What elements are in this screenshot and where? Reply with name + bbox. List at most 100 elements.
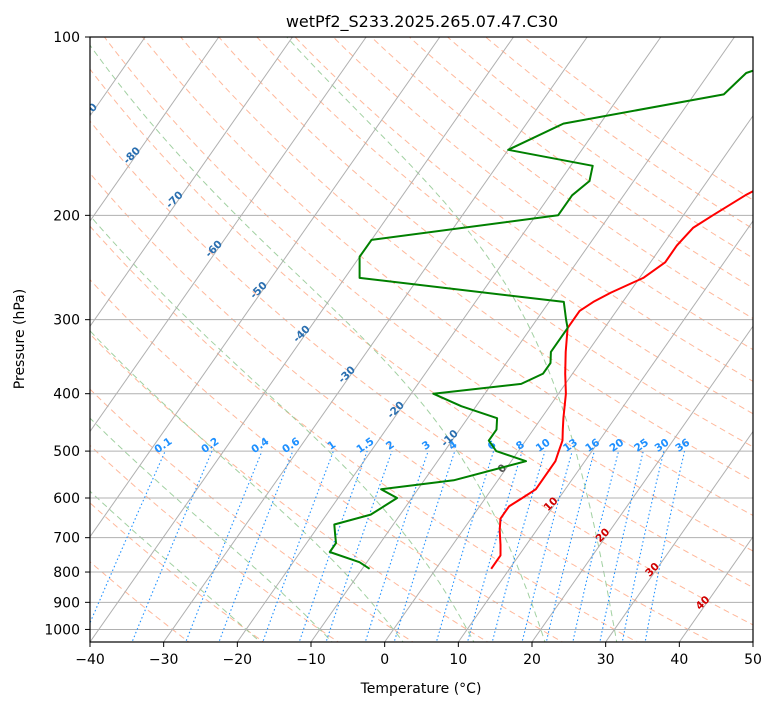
axis-ticks: −40 −30 −20 −10 0 10 20 30 40 50 100 200 300 400 500 60… bbox=[44, 30, 762, 668]
x-tick-label: 0 bbox=[380, 652, 389, 668]
y-tick-label: 100 bbox=[53, 30, 80, 46]
wetbulb-label: 30 bbox=[643, 560, 662, 579]
plot-area: 0.1 0.2 0.4 0.6 1 1.5 2 3 4 6 8 10 13 16 20 25 30 36-100-… bbox=[0, 37, 753, 642]
isotherm-gridline bbox=[163, 37, 588, 642]
theta-e-label: -50 bbox=[248, 279, 270, 301]
dry-adiabat bbox=[90, 68, 753, 589]
mixing-ratio-label: 0.1 bbox=[152, 435, 174, 456]
dry-adiabat bbox=[180, 37, 753, 482]
moist-adiabat bbox=[90, 214, 475, 642]
x-tick-label: 30 bbox=[597, 652, 615, 668]
theta-e-label: -80 bbox=[121, 145, 143, 167]
dry-adiabat bbox=[90, 444, 340, 642]
y-tick-label: 800 bbox=[53, 565, 80, 581]
mixing-ratio-line bbox=[298, 450, 368, 642]
isotherm-gridline bbox=[310, 37, 735, 642]
x-tick-label: −40 bbox=[75, 652, 105, 668]
moist-adiabat bbox=[90, 44, 546, 642]
isotherm-gridline bbox=[90, 37, 441, 538]
x-tick-label: 40 bbox=[670, 652, 688, 668]
isotherm-gridline bbox=[90, 37, 293, 328]
mixing-ratio-line bbox=[644, 450, 686, 642]
x-tick-label: 10 bbox=[449, 652, 467, 668]
y-tick-label: 400 bbox=[53, 387, 80, 403]
isotherm-gridline bbox=[678, 535, 753, 642]
dry-adiabat bbox=[408, 37, 753, 289]
y-tick-label: 300 bbox=[53, 313, 80, 329]
theta-e-label: -40 bbox=[291, 323, 313, 345]
plot-frame bbox=[89, 36, 754, 643]
theta-e-label: -70 bbox=[164, 189, 186, 211]
mixing-ratio-label: 10 bbox=[534, 437, 553, 455]
y-tick-label: 500 bbox=[53, 444, 80, 460]
mixing-ratio-line bbox=[521, 450, 573, 642]
isotherm-gridline bbox=[752, 641, 753, 642]
isotherm-gridline bbox=[0, 37, 72, 642]
theta-e-label: -30 bbox=[336, 364, 358, 386]
mixing-ratio-label: 1.5 bbox=[354, 435, 376, 456]
mixing-ratio-line bbox=[185, 450, 263, 642]
dewpoint-profile bbox=[328, 69, 753, 570]
theta-e-label: -100 bbox=[31, 57, 58, 84]
dry-adiabat bbox=[90, 388, 414, 642]
isotherm-gridline bbox=[531, 325, 753, 642]
mixing-ratio-label: 13 bbox=[561, 437, 580, 455]
isotherm-gridline bbox=[90, 37, 514, 642]
mixing-ratio-label: 20 bbox=[607, 437, 626, 455]
mixing-ratio-line bbox=[545, 450, 595, 642]
mixing-ratio-label: 30 bbox=[653, 437, 672, 455]
y-tick-label: 600 bbox=[53, 491, 80, 507]
mixing-ratio-label: 16 bbox=[583, 437, 602, 455]
x-tick-label: −20 bbox=[223, 652, 253, 668]
y-tick-label: 200 bbox=[53, 208, 80, 224]
mixing-ratio-line bbox=[364, 450, 429, 642]
mixing-ratio-line bbox=[491, 450, 546, 642]
isotherm-gridline bbox=[90, 37, 220, 222]
dry-adiabat bbox=[294, 37, 753, 382]
mixing-ratio-label: 36 bbox=[673, 437, 692, 455]
dry-adiabat bbox=[523, 37, 753, 201]
dry-adiabat bbox=[256, 37, 753, 415]
x-tick-label: −30 bbox=[149, 652, 179, 668]
mixing-ratio-line bbox=[393, 450, 456, 642]
moist-adiabat bbox=[90, 490, 261, 642]
theta-e-label: -20 bbox=[385, 399, 407, 421]
mixing-ratio-label: 0.6 bbox=[280, 435, 302, 456]
dry-adiabat bbox=[90, 278, 564, 642]
mixing-ratio-line bbox=[325, 450, 393, 642]
x-tick-label: 50 bbox=[744, 652, 762, 668]
y-tick-label: 700 bbox=[53, 531, 80, 547]
theta-e-label: -60 bbox=[203, 238, 225, 260]
isotherm-gridline bbox=[236, 37, 662, 642]
mixing-ratio-line bbox=[621, 450, 665, 642]
mixing-ratio-label: 3 bbox=[420, 439, 433, 453]
y-tick-label: 900 bbox=[53, 595, 80, 611]
temperature-profile bbox=[490, 190, 753, 570]
wetbulb-label: 40 bbox=[694, 594, 713, 613]
mixing-ratio-line bbox=[218, 450, 294, 642]
mixing-ratio-line bbox=[435, 450, 495, 642]
mixing-ratio-line bbox=[131, 450, 213, 642]
y-tick-label: 1000 bbox=[44, 622, 80, 638]
mixing-ratio-label: 0.4 bbox=[249, 435, 271, 456]
isotherm-gridline bbox=[605, 430, 753, 642]
dry-adiabat bbox=[332, 37, 753, 351]
moist-adiabat bbox=[90, 330, 404, 642]
mixing-ratio-label: 2 bbox=[384, 439, 397, 453]
mixing-ratio-line bbox=[466, 450, 523, 642]
dry-adiabat bbox=[370, 37, 753, 320]
moist-adiabat bbox=[286, 37, 618, 642]
mixing-ratio-line bbox=[599, 450, 644, 642]
dry-adiabat bbox=[90, 172, 713, 642]
x-axis-title: Temperature (°C) bbox=[360, 681, 482, 697]
x-tick-label: −10 bbox=[296, 652, 326, 668]
isotherm-gridline bbox=[457, 220, 753, 642]
mixing-ratio-line bbox=[262, 450, 334, 642]
dry-adiabat bbox=[90, 120, 753, 626]
chart-title: wetPf2_S233.2025.265.07.47.C30 bbox=[286, 12, 558, 32]
dry-adiabat bbox=[218, 37, 753, 448]
mixing-ratio-line bbox=[572, 450, 620, 642]
mixing-ratio-label: 25 bbox=[632, 437, 651, 455]
isotherm-gridline bbox=[90, 37, 367, 433]
